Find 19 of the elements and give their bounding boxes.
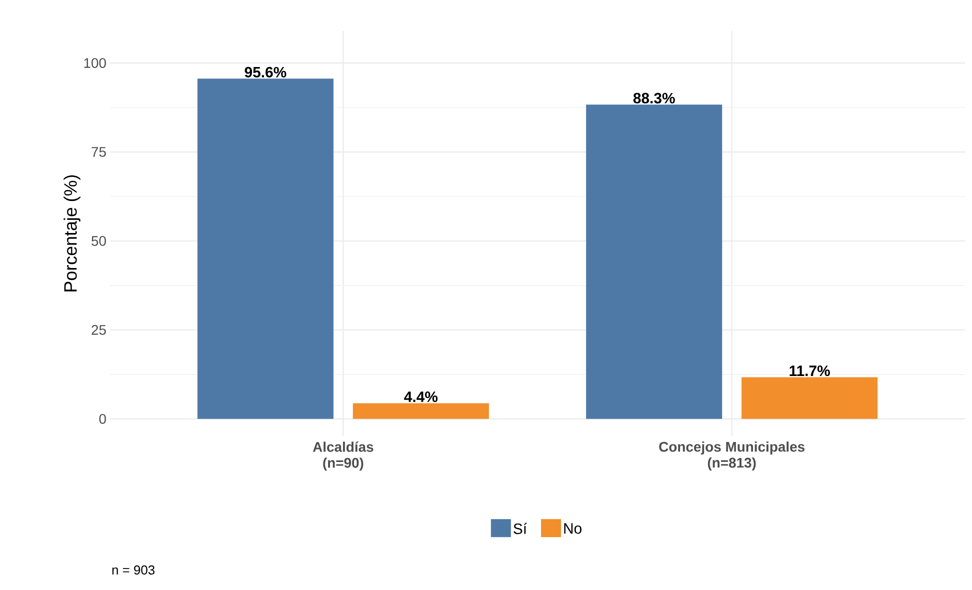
y-tick-label: 50 (92, 236, 106, 246)
bar (586, 104, 722, 419)
y-tick-label: 0 (99, 414, 106, 424)
data-label: 95.6% (244, 66, 286, 78)
bar (352, 403, 489, 419)
y-tick-label: 75 (92, 147, 106, 157)
y-tick-label: 100 (84, 58, 106, 68)
x-tick-label: Alcaldías (n=90) (312, 442, 374, 471)
text: n = 903 (112, 565, 155, 575)
bar (742, 377, 878, 419)
y-tick-label: 25 (92, 324, 106, 335)
data-label: 4.4% (404, 392, 438, 402)
data-label: 88.3% (633, 92, 675, 104)
legend-label: Sí (514, 522, 527, 534)
data-label: 11.7% (790, 366, 830, 376)
x-tick-label: Concejos Municipales (n=813) (659, 442, 804, 470)
y-axis-title: Porcentaje (%) (64, 175, 80, 292)
legend-label: No (564, 523, 582, 534)
bar (197, 78, 334, 419)
